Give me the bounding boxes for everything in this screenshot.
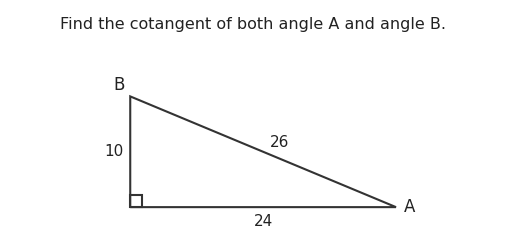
Text: 26: 26 [270,135,289,150]
Bar [130,195,142,207]
Text: A: A [403,198,414,216]
Text: B: B [113,76,124,94]
Text: Find the cotangent of both angle A and angle B.: Find the cotangent of both angle A and a… [60,17,445,32]
Text: 24: 24 [253,214,272,229]
Text: 10: 10 [104,144,123,159]
